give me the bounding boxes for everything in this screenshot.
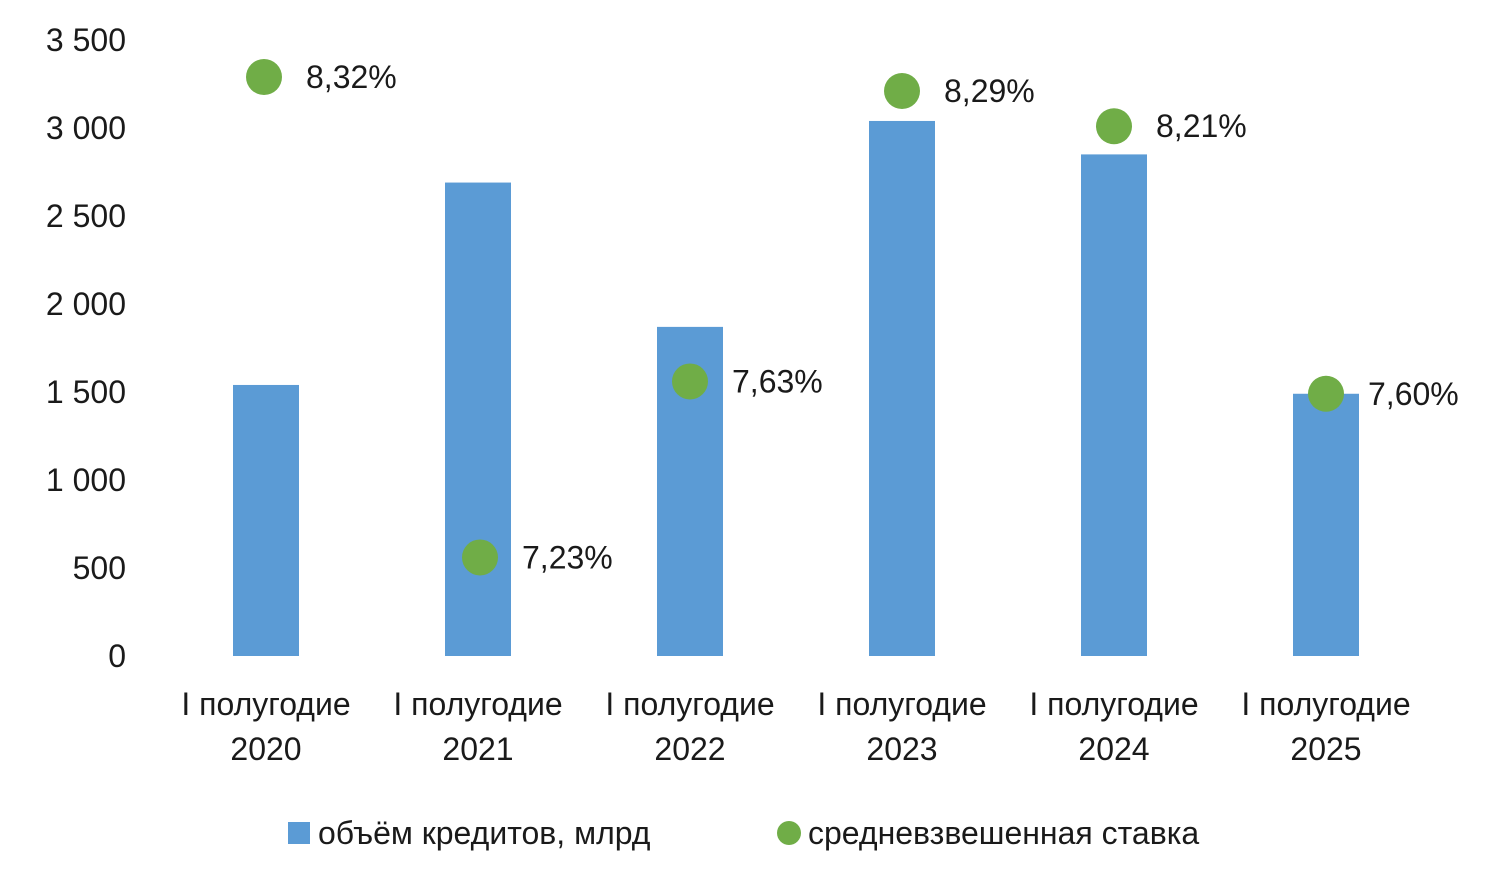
x-tick-label-5-period: I полугодие bbox=[1241, 686, 1410, 722]
x-tick-label-0-period: I полугодие bbox=[181, 686, 350, 722]
marker-label-4: 8,21% bbox=[1156, 108, 1247, 144]
legend-label-bar: объём кредитов, млрд bbox=[318, 815, 651, 851]
y-tick-label-3: 1 500 bbox=[46, 374, 126, 410]
x-tick-label-5-year: 2025 bbox=[1290, 731, 1361, 767]
x-tick-label-3-period: I полугодие bbox=[817, 686, 986, 722]
x-tick-label-3-year: 2023 bbox=[866, 731, 937, 767]
bar-3 bbox=[869, 120, 935, 656]
marker-label-1: 7,23% bbox=[522, 539, 613, 575]
bar-1 bbox=[445, 182, 511, 656]
marker-0 bbox=[246, 58, 282, 95]
marker-label-3: 8,29% bbox=[944, 73, 1035, 109]
y-tick-label-6: 3 000 bbox=[46, 110, 126, 146]
bar-0 bbox=[233, 384, 299, 656]
x-tick-label-4-period: I полугодие bbox=[1029, 686, 1198, 722]
x-axis: I полугодие 2020 I полугодие 2021 I полугоди… bbox=[181, 686, 1410, 767]
marker-5 bbox=[1308, 375, 1344, 412]
x-tick-label-0-year: 2020 bbox=[230, 731, 301, 767]
marker-series: 8,32% 7,23% 7,63% 8,29% 8,21% 7,60% bbox=[246, 58, 1459, 576]
y-axis: 0 500 1 000 1 500 2 000 2 500 3 000 3 500 bbox=[46, 22, 126, 674]
bar-4 bbox=[1081, 154, 1147, 656]
y-tick-label-2: 1 000 bbox=[46, 462, 126, 498]
marker-1 bbox=[462, 539, 498, 576]
bar-5 bbox=[1293, 393, 1359, 656]
marker-2 bbox=[672, 363, 708, 400]
marker-label-2: 7,63% bbox=[732, 363, 823, 399]
bar-series bbox=[233, 120, 1359, 656]
x-tick-label-4-year: 2024 bbox=[1078, 731, 1149, 767]
marker-3 bbox=[884, 73, 920, 110]
legend-swatch-bar bbox=[288, 822, 310, 844]
legend-swatch-marker bbox=[777, 821, 801, 845]
y-tick-label-0: 0 bbox=[108, 638, 126, 674]
y-tick-label-4: 2 000 bbox=[46, 286, 126, 322]
x-tick-label-1-year: 2021 bbox=[442, 731, 513, 767]
y-tick-label-1: 500 bbox=[73, 550, 126, 586]
marker-4 bbox=[1096, 108, 1132, 145]
x-tick-label-2-period: I полугодие bbox=[605, 686, 774, 722]
y-tick-label-5: 2 500 bbox=[46, 198, 126, 234]
x-tick-label-1-period: I полугодие bbox=[393, 686, 562, 722]
x-tick-label-2-year: 2022 bbox=[654, 731, 725, 767]
legend-label-marker: средневзвешенная ставка bbox=[808, 815, 1199, 851]
legend: объём кредитов, млрд средневзвешенная ста… bbox=[288, 815, 1199, 851]
marker-label-5: 7,60% bbox=[1368, 376, 1459, 412]
y-tick-label-7: 3 500 bbox=[46, 22, 126, 58]
marker-label-0: 8,32% bbox=[306, 59, 397, 95]
